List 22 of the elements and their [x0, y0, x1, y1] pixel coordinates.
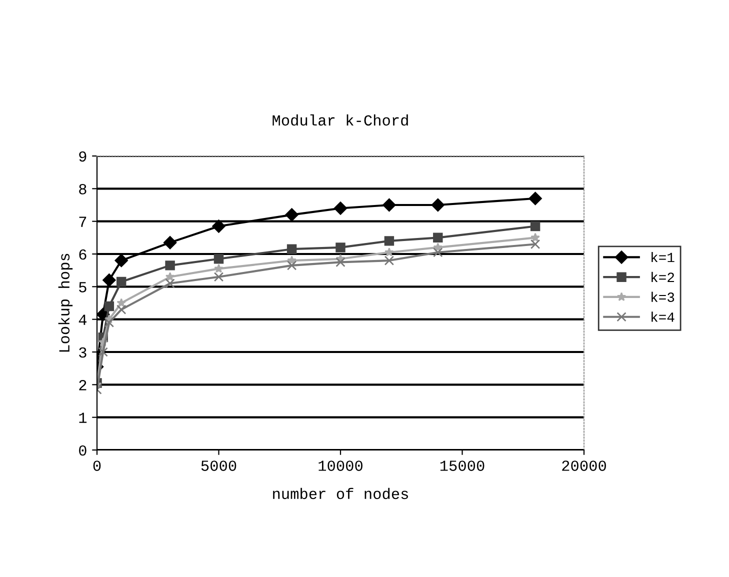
x-tick-label: 15000 — [440, 460, 484, 471]
y-tick-label: 7 — [79, 216, 86, 227]
y-tick-label: 8 — [79, 184, 86, 194]
y-tick-label: 0 — [79, 445, 86, 456]
x-tick-label: 20000 — [562, 460, 606, 471]
y-tick-label: 9 — [79, 151, 86, 162]
x-tick-label: 0 — [93, 460, 101, 471]
legend-label: k=3 — [652, 292, 674, 302]
y-tick-label: 4 — [78, 314, 86, 325]
chart-title: Modular k-Chord — [272, 114, 408, 126]
x-axis-title: number of nodes — [273, 488, 408, 500]
y-tick-label: 6 — [79, 249, 86, 260]
y-tick-label: 2 — [79, 380, 86, 390]
y-tick-label: 1 — [79, 412, 87, 423]
y-tick-label: 5 — [79, 282, 86, 292]
legend-label: k=4 — [652, 312, 674, 322]
legend-label: k=1 — [652, 252, 674, 262]
x-tick-label: 10000 — [318, 460, 362, 471]
x-tick-label: 5000 — [201, 460, 236, 471]
y-axis-title: Lookup hops — [58, 254, 73, 352]
legend-label: k=2 — [652, 272, 674, 282]
y-tick-label: 3 — [79, 347, 86, 358]
